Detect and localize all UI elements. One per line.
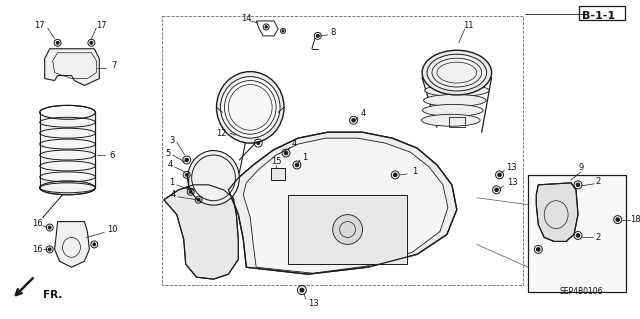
Text: 4: 4 [168, 160, 173, 169]
Circle shape [282, 30, 284, 32]
Circle shape [394, 173, 397, 177]
Text: 2: 2 [596, 177, 601, 186]
Text: 17: 17 [35, 21, 45, 30]
Polygon shape [45, 49, 99, 85]
Text: 15: 15 [271, 158, 282, 167]
Text: 3: 3 [170, 136, 175, 145]
Text: 13: 13 [308, 299, 319, 308]
Bar [579, 6, 625, 20]
Text: 4: 4 [170, 190, 176, 199]
Circle shape [56, 41, 59, 44]
Text: B-1-1: B-1-1 [582, 11, 616, 21]
Circle shape [93, 243, 96, 246]
Circle shape [576, 183, 580, 187]
Ellipse shape [40, 181, 95, 195]
Text: 7: 7 [111, 61, 116, 70]
Text: 1: 1 [170, 178, 175, 187]
Circle shape [284, 151, 288, 155]
Polygon shape [164, 185, 238, 279]
Ellipse shape [422, 104, 483, 116]
Text: 1: 1 [412, 167, 417, 176]
Circle shape [265, 26, 268, 28]
Text: 13: 13 [506, 163, 517, 173]
Circle shape [189, 190, 192, 193]
Bar [288, 195, 407, 264]
Circle shape [48, 226, 51, 229]
Ellipse shape [422, 50, 492, 95]
Circle shape [185, 158, 189, 162]
Circle shape [185, 174, 188, 176]
Circle shape [352, 118, 355, 122]
Text: 8: 8 [331, 28, 336, 37]
Circle shape [316, 34, 319, 37]
Text: 14: 14 [241, 14, 252, 24]
Ellipse shape [427, 54, 486, 91]
Circle shape [495, 188, 499, 192]
Text: 4: 4 [360, 109, 365, 118]
Polygon shape [243, 138, 448, 273]
Text: 9: 9 [579, 163, 584, 173]
Circle shape [536, 248, 540, 251]
Ellipse shape [220, 77, 280, 138]
Text: SEP4B0106: SEP4B0106 [559, 287, 603, 296]
Polygon shape [536, 183, 578, 241]
Circle shape [295, 163, 299, 167]
Bar [271, 168, 285, 180]
Ellipse shape [424, 85, 489, 96]
Text: 11: 11 [463, 21, 474, 30]
Text: 5: 5 [166, 149, 171, 158]
Text: 4: 4 [292, 139, 297, 148]
Polygon shape [228, 132, 457, 274]
Circle shape [333, 215, 362, 244]
Bar [40, 112, 95, 188]
Text: 10: 10 [108, 225, 118, 234]
Circle shape [90, 41, 93, 44]
Circle shape [300, 288, 304, 292]
Text: 1: 1 [302, 152, 307, 161]
Text: 2: 2 [596, 233, 601, 242]
Ellipse shape [40, 105, 95, 119]
Ellipse shape [188, 151, 239, 205]
Text: 13: 13 [508, 178, 518, 187]
Text: 16: 16 [33, 219, 43, 228]
Circle shape [197, 198, 200, 201]
Circle shape [616, 218, 620, 221]
Circle shape [257, 142, 260, 145]
Text: 17: 17 [96, 21, 107, 30]
Text: FR.: FR. [43, 290, 62, 300]
Text: 18: 18 [630, 215, 640, 224]
Ellipse shape [422, 114, 480, 126]
Bar [529, 175, 626, 292]
Polygon shape [54, 222, 90, 267]
Circle shape [498, 173, 501, 177]
Ellipse shape [424, 94, 486, 106]
Circle shape [48, 248, 51, 251]
Text: 16: 16 [33, 245, 43, 254]
Ellipse shape [216, 71, 284, 143]
Circle shape [576, 234, 580, 237]
Text: 6: 6 [109, 151, 115, 160]
Text: 12: 12 [216, 129, 227, 138]
